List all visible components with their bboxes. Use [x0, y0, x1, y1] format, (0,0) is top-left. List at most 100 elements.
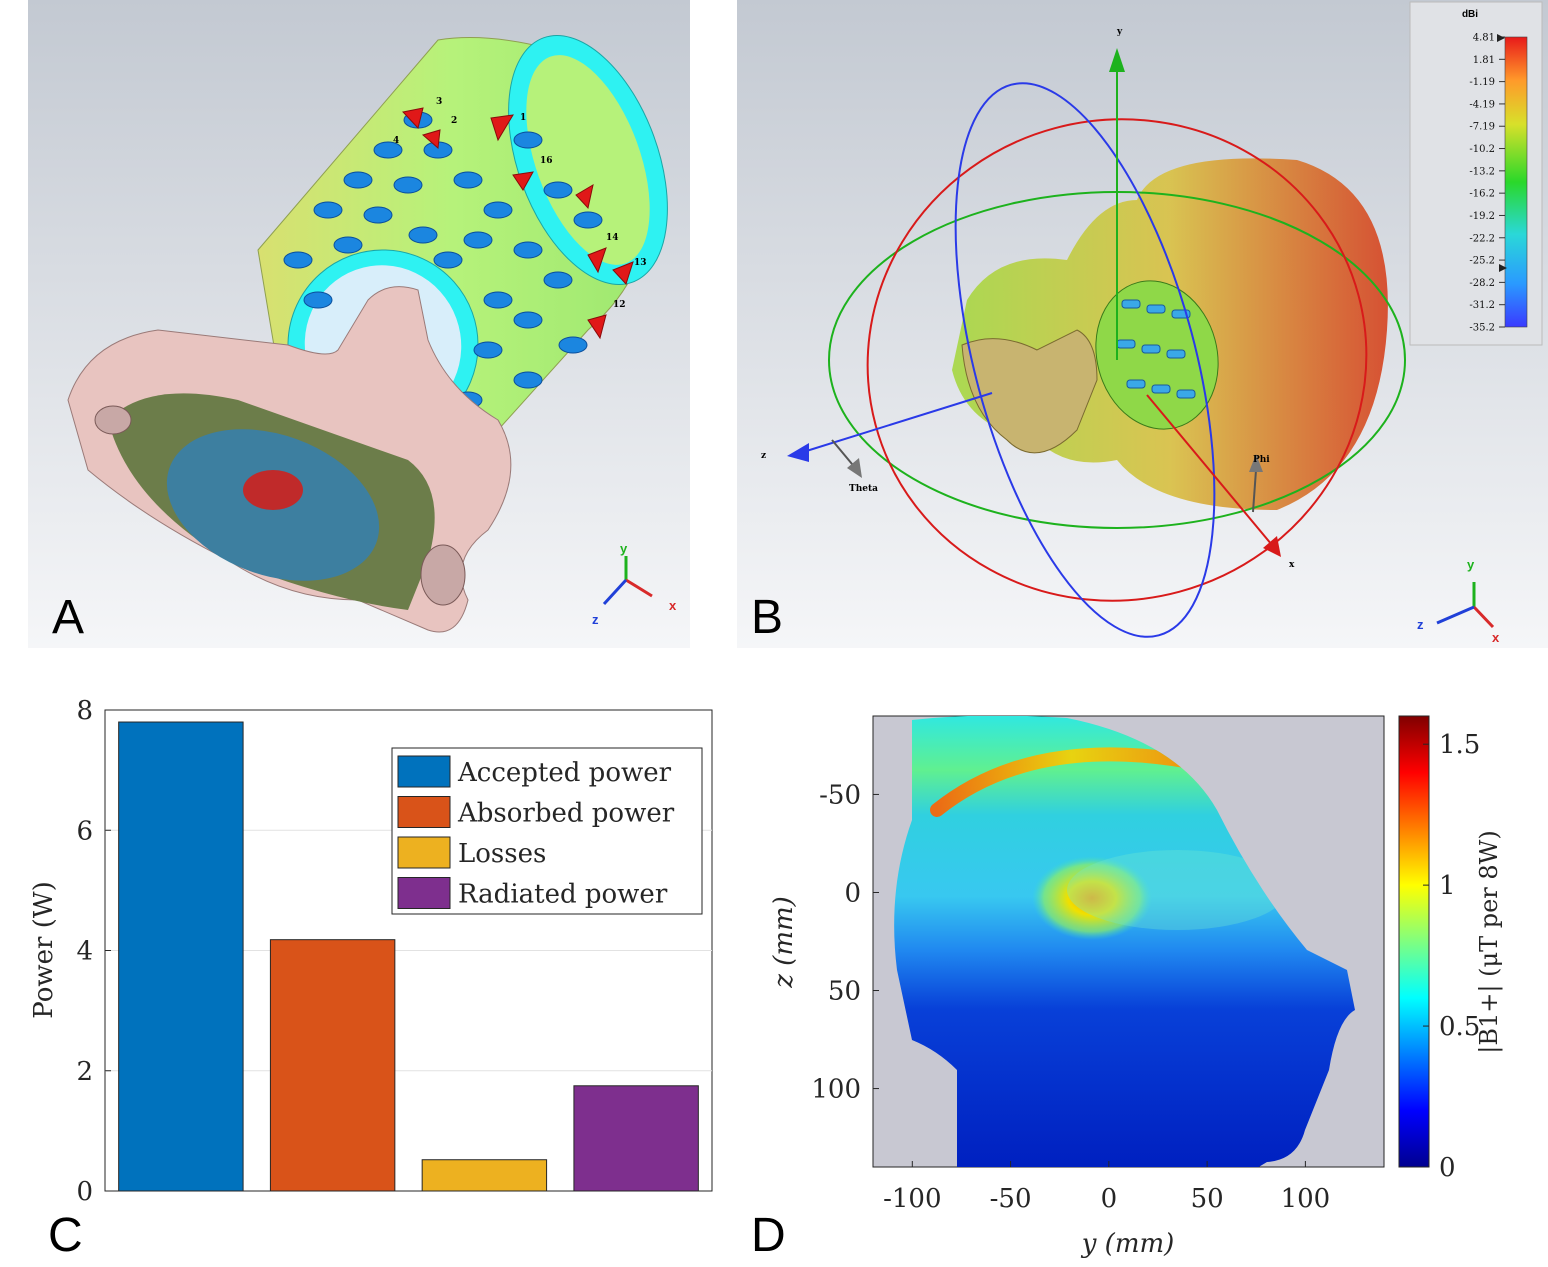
axis-z-label: z [761, 451, 766, 461]
small-coil-elements [1116, 299, 1196, 399]
heat-colorbar-tick-label: 1.5 [1439, 730, 1480, 760]
heat-x-axis-label: y (mm) [1081, 1229, 1175, 1259]
bar-y-tick-label: 0 [76, 1177, 93, 1207]
colorbar-b-tick-label: 4.81 [1473, 33, 1495, 44]
small-body-model [961, 329, 1098, 454]
axis-y-label: y [1116, 27, 1123, 37]
heat-colorbar-label: |B1+| (μT per 8W) [1475, 830, 1504, 1053]
coil-label-4: 4 [393, 136, 399, 146]
field-hotspot [1032, 856, 1152, 940]
heat-x-ticks: -100 -50 0 50 100 [883, 1161, 1330, 1214]
colorbar-b-tick-label: -13.2 [1469, 166, 1495, 177]
bar-y-tick-label: 6 [76, 816, 93, 846]
bar-legend-swatch [397, 836, 451, 869]
colorbar-b-tick-label: -22.2 [1469, 233, 1495, 244]
panel-letter-d: D [751, 1209, 786, 1262]
heat-colorbar-tick-label: 1 [1439, 871, 1456, 901]
heat-x-tick-label: -100 [883, 1184, 941, 1214]
bar-losses [421, 1159, 548, 1192]
coil-label-3: 3 [436, 97, 442, 107]
bar-legend-swatch [397, 877, 451, 909]
axis-y-arrow [1109, 48, 1125, 72]
bar-absorbed-power [269, 939, 396, 1192]
colorbar-b-unit: dBi [1462, 9, 1478, 20]
heat-y-tick-label: 0 [844, 878, 861, 908]
bar-legend-label: Accepted power [457, 758, 672, 788]
heat-colorbar [1398, 715, 1430, 1168]
colorbar-b-tick-label: -28.2 [1469, 278, 1495, 289]
colorbar-b-tick-label: 1.81 [1473, 55, 1495, 66]
phi-label: Phi [1253, 455, 1270, 465]
coil-end-inner [526, 55, 650, 265]
triad-a-y-label: y [620, 541, 628, 556]
panel-c: 0 2 4 6 8 Power (W) Accepted power Absorbed p… [0, 690, 730, 1263]
colorbar-b-marker [1499, 264, 1507, 272]
bar-series [118, 721, 699, 1192]
colorbar-b-tick-label: -35.2 [1469, 323, 1495, 334]
colorbar-b-marker-top [1497, 34, 1505, 42]
panel-a-render: 1 2 3 4 16 14 13 12 y z x [28, 0, 690, 648]
phi-arrow-head [1249, 454, 1263, 472]
axis-x-line [1146, 394, 1273, 546]
panel-b-render: y z x Theta Phi dBi 4.81 1.81 -1.19 -4.19 -7… [737, 0, 1548, 648]
bar-legend-swatch [397, 755, 451, 788]
bar-legend-swatch [397, 796, 451, 828]
bar-y-tick-label: 8 [76, 696, 93, 726]
colorbar-b-tick-label: -10.2 [1469, 144, 1495, 155]
phi-arrow-line [1252, 469, 1257, 513]
theta-arrow-head [847, 458, 862, 478]
heat-colorbar-tick-label: 0.5 [1439, 1012, 1480, 1042]
colorbar-b-ticks: 4.81 1.81 -1.19 -4.19 -7.19 -10.2 -13.2 -16.2 -1… [1469, 33, 1505, 334]
coil-label-14: 14 [606, 233, 619, 243]
heat-x-tick-label: 100 [1281, 1184, 1331, 1214]
triad-a-x-label: x [669, 598, 677, 613]
body-arm-right [420, 544, 466, 606]
heat-x-tick-label: -50 [990, 1184, 1032, 1214]
colorbar-b-gradient [1504, 36, 1528, 328]
theta-label: Theta [849, 484, 878, 494]
bar-y-tick-label: 2 [76, 1057, 93, 1087]
heat-colorbar-tick-label: 0 [1439, 1153, 1456, 1183]
bar-accepted-power [118, 721, 244, 1192]
body-slice-heart [243, 470, 303, 510]
panel-letter-b: B [751, 591, 784, 644]
heat-y-axis-label: z (mm) [769, 896, 799, 989]
bar-legend: Accepted power Absorbed power Losses Radiat… [391, 747, 703, 915]
body-arm-left [94, 405, 132, 435]
triad-a-z-label: z [592, 612, 599, 627]
panel-a: 1 2 3 4 16 14 13 12 y z x A [28, 0, 690, 648]
bar-legend-label: Radiated power [458, 880, 668, 910]
triad-b-y-label: y [1467, 557, 1475, 572]
power-bar-chart: 0 2 4 6 8 Power (W) Accepted power Absorbed p… [29, 696, 713, 1207]
heat-x-tick-label: 0 [1101, 1184, 1118, 1214]
panel-letter-a: A [52, 591, 85, 644]
bar-y-axis-label: Power (W) [29, 881, 59, 1018]
heat-y-tick-label: 50 [828, 977, 861, 1007]
colorbar-b-tick-label: -31.2 [1469, 300, 1495, 311]
axis-z-arrow [787, 443, 809, 462]
coil-label-13: 13 [634, 258, 647, 268]
feed-ports [402, 107, 634, 340]
coil-elements [283, 111, 603, 409]
axis-x-label: x [1289, 560, 1295, 570]
circle-blue [954, 82, 1216, 638]
colorbar-b-tick-label: -4.19 [1469, 99, 1495, 110]
colorbar-b-tick-label: -16.2 [1469, 189, 1495, 200]
triad-b-z-label: z [1417, 617, 1424, 632]
axis-z-line [799, 392, 993, 454]
bar-legend-label: Losses [458, 839, 546, 869]
bar-y-tick-label: 4 [76, 937, 93, 967]
panel-b: y z x Theta Phi dBi 4.81 1.81 -1.19 -4.19 -7… [737, 0, 1548, 648]
colorbar-b-tick-label: -7.19 [1469, 122, 1495, 133]
head-field-region [894, 716, 1355, 1167]
circle-red [866, 118, 1368, 602]
heat-y-tick-label: -50 [819, 780, 861, 810]
triad-b-x-label: x [1492, 630, 1500, 645]
axis-x-arrow [1263, 536, 1281, 557]
heat-colorbar-ticks: 0 0.5 1 1.5 [1423, 730, 1480, 1183]
heat-x-tick-label: 50 [1191, 1184, 1224, 1214]
coil-label-1: 1 [520, 113, 526, 123]
colorbar-b-tick-label: -19.2 [1469, 211, 1495, 222]
